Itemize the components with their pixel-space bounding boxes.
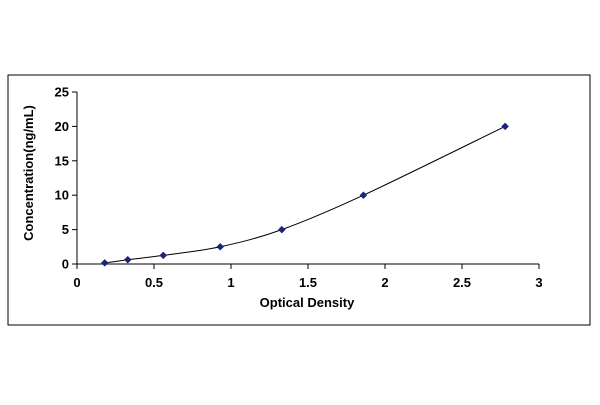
chart-outer-frame <box>7 74 591 326</box>
y-tick-label: 5 <box>62 222 69 237</box>
x-tick-label: 0.5 <box>145 275 163 290</box>
y-axis-title: Concentration(ng/mL) <box>21 105 36 241</box>
x-axis-title: Optical Density <box>260 295 355 310</box>
data-point <box>100 259 109 267</box>
data-point <box>159 251 168 260</box>
y-tick-label: 15 <box>55 153 69 168</box>
data-point <box>359 191 368 200</box>
data-point <box>277 225 286 234</box>
x-tick-label: 1 <box>227 275 234 290</box>
data-point <box>123 255 132 264</box>
x-tick-label: 0 <box>73 275 80 290</box>
y-tick-label: 20 <box>55 119 69 134</box>
y-tick-label: 10 <box>55 188 69 203</box>
x-tick-label: 3 <box>535 275 542 290</box>
y-tick-label: 0 <box>62 257 69 272</box>
y-tick-label: 25 <box>55 85 69 100</box>
x-tick-label: 2.5 <box>453 275 471 290</box>
data-point <box>501 122 509 131</box>
data-point <box>216 242 225 251</box>
x-tick-label: 1.5 <box>299 275 317 290</box>
x-tick-label: 2 <box>381 275 388 290</box>
plot-area: 0 5 10 15 20 25 0 0.5 1 1.5 2 2.5 3 <box>55 85 543 291</box>
